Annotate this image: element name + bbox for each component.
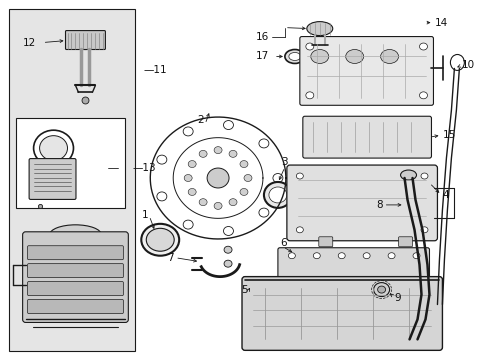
- FancyBboxPatch shape: [9, 9, 135, 351]
- Ellipse shape: [183, 127, 193, 136]
- Ellipse shape: [419, 92, 427, 99]
- FancyBboxPatch shape: [29, 159, 76, 199]
- FancyBboxPatch shape: [27, 282, 123, 296]
- Ellipse shape: [338, 253, 345, 259]
- FancyBboxPatch shape: [65, 31, 105, 50]
- Text: 9: 9: [394, 293, 400, 302]
- Ellipse shape: [412, 253, 419, 259]
- Ellipse shape: [373, 283, 389, 297]
- FancyBboxPatch shape: [27, 246, 123, 260]
- Ellipse shape: [223, 226, 233, 235]
- FancyBboxPatch shape: [16, 118, 125, 208]
- Ellipse shape: [157, 155, 166, 164]
- Ellipse shape: [240, 189, 247, 195]
- Text: —11: —11: [143, 66, 166, 76]
- Ellipse shape: [228, 199, 237, 206]
- Ellipse shape: [228, 150, 237, 157]
- Ellipse shape: [258, 139, 268, 148]
- Ellipse shape: [157, 192, 166, 201]
- Ellipse shape: [310, 50, 328, 63]
- Ellipse shape: [296, 173, 303, 179]
- Ellipse shape: [240, 161, 247, 167]
- Ellipse shape: [199, 199, 207, 206]
- Ellipse shape: [380, 50, 398, 63]
- Ellipse shape: [285, 50, 304, 63]
- Ellipse shape: [223, 121, 233, 130]
- Ellipse shape: [224, 246, 232, 253]
- Ellipse shape: [305, 92, 313, 99]
- Ellipse shape: [288, 53, 300, 60]
- Text: —13: —13: [132, 163, 156, 173]
- Ellipse shape: [313, 276, 320, 283]
- Text: 10: 10: [461, 60, 473, 71]
- Ellipse shape: [268, 187, 286, 203]
- Ellipse shape: [288, 253, 295, 259]
- Text: 2: 2: [197, 115, 203, 125]
- Text: 6: 6: [279, 238, 286, 248]
- Ellipse shape: [419, 43, 427, 50]
- Ellipse shape: [141, 224, 179, 256]
- Text: 7: 7: [167, 253, 174, 263]
- Ellipse shape: [146, 228, 174, 251]
- FancyBboxPatch shape: [27, 264, 123, 278]
- Ellipse shape: [199, 150, 207, 157]
- FancyBboxPatch shape: [398, 237, 412, 247]
- Ellipse shape: [387, 276, 394, 283]
- FancyBboxPatch shape: [277, 248, 428, 288]
- Ellipse shape: [40, 136, 67, 161]
- Text: 17: 17: [255, 51, 269, 62]
- Ellipse shape: [49, 225, 101, 245]
- Ellipse shape: [363, 253, 369, 259]
- Ellipse shape: [338, 276, 345, 283]
- Ellipse shape: [184, 175, 192, 181]
- Ellipse shape: [313, 253, 320, 259]
- Ellipse shape: [258, 208, 268, 217]
- Ellipse shape: [188, 161, 196, 167]
- FancyBboxPatch shape: [27, 300, 123, 314]
- Text: 5: 5: [241, 284, 247, 294]
- FancyBboxPatch shape: [22, 232, 128, 323]
- Ellipse shape: [207, 168, 228, 188]
- Ellipse shape: [420, 227, 427, 233]
- Ellipse shape: [387, 253, 394, 259]
- Ellipse shape: [188, 189, 196, 195]
- Ellipse shape: [420, 173, 427, 179]
- Text: 16: 16: [255, 32, 269, 41]
- Text: 15: 15: [442, 130, 455, 140]
- Text: 1: 1: [142, 210, 148, 220]
- Ellipse shape: [34, 130, 73, 166]
- Ellipse shape: [272, 174, 283, 183]
- Text: 12: 12: [22, 37, 36, 48]
- Ellipse shape: [264, 182, 291, 208]
- Ellipse shape: [214, 202, 222, 210]
- Ellipse shape: [296, 227, 303, 233]
- Ellipse shape: [449, 54, 464, 71]
- Ellipse shape: [377, 286, 385, 293]
- FancyBboxPatch shape: [318, 237, 332, 247]
- Ellipse shape: [66, 32, 104, 50]
- Ellipse shape: [288, 276, 295, 283]
- Ellipse shape: [224, 260, 232, 267]
- Ellipse shape: [400, 170, 416, 180]
- FancyBboxPatch shape: [299, 37, 432, 105]
- FancyBboxPatch shape: [302, 116, 430, 158]
- FancyBboxPatch shape: [286, 165, 437, 241]
- Text: 14: 14: [433, 18, 447, 28]
- Ellipse shape: [345, 50, 363, 63]
- Text: 3: 3: [281, 157, 287, 167]
- Text: 4: 4: [442, 190, 448, 200]
- Ellipse shape: [214, 147, 222, 154]
- Ellipse shape: [244, 175, 251, 181]
- Ellipse shape: [412, 276, 419, 283]
- Ellipse shape: [306, 22, 332, 36]
- FancyBboxPatch shape: [242, 276, 442, 350]
- Ellipse shape: [363, 276, 369, 283]
- Ellipse shape: [183, 220, 193, 229]
- Ellipse shape: [305, 43, 313, 50]
- Text: 8: 8: [375, 200, 382, 210]
